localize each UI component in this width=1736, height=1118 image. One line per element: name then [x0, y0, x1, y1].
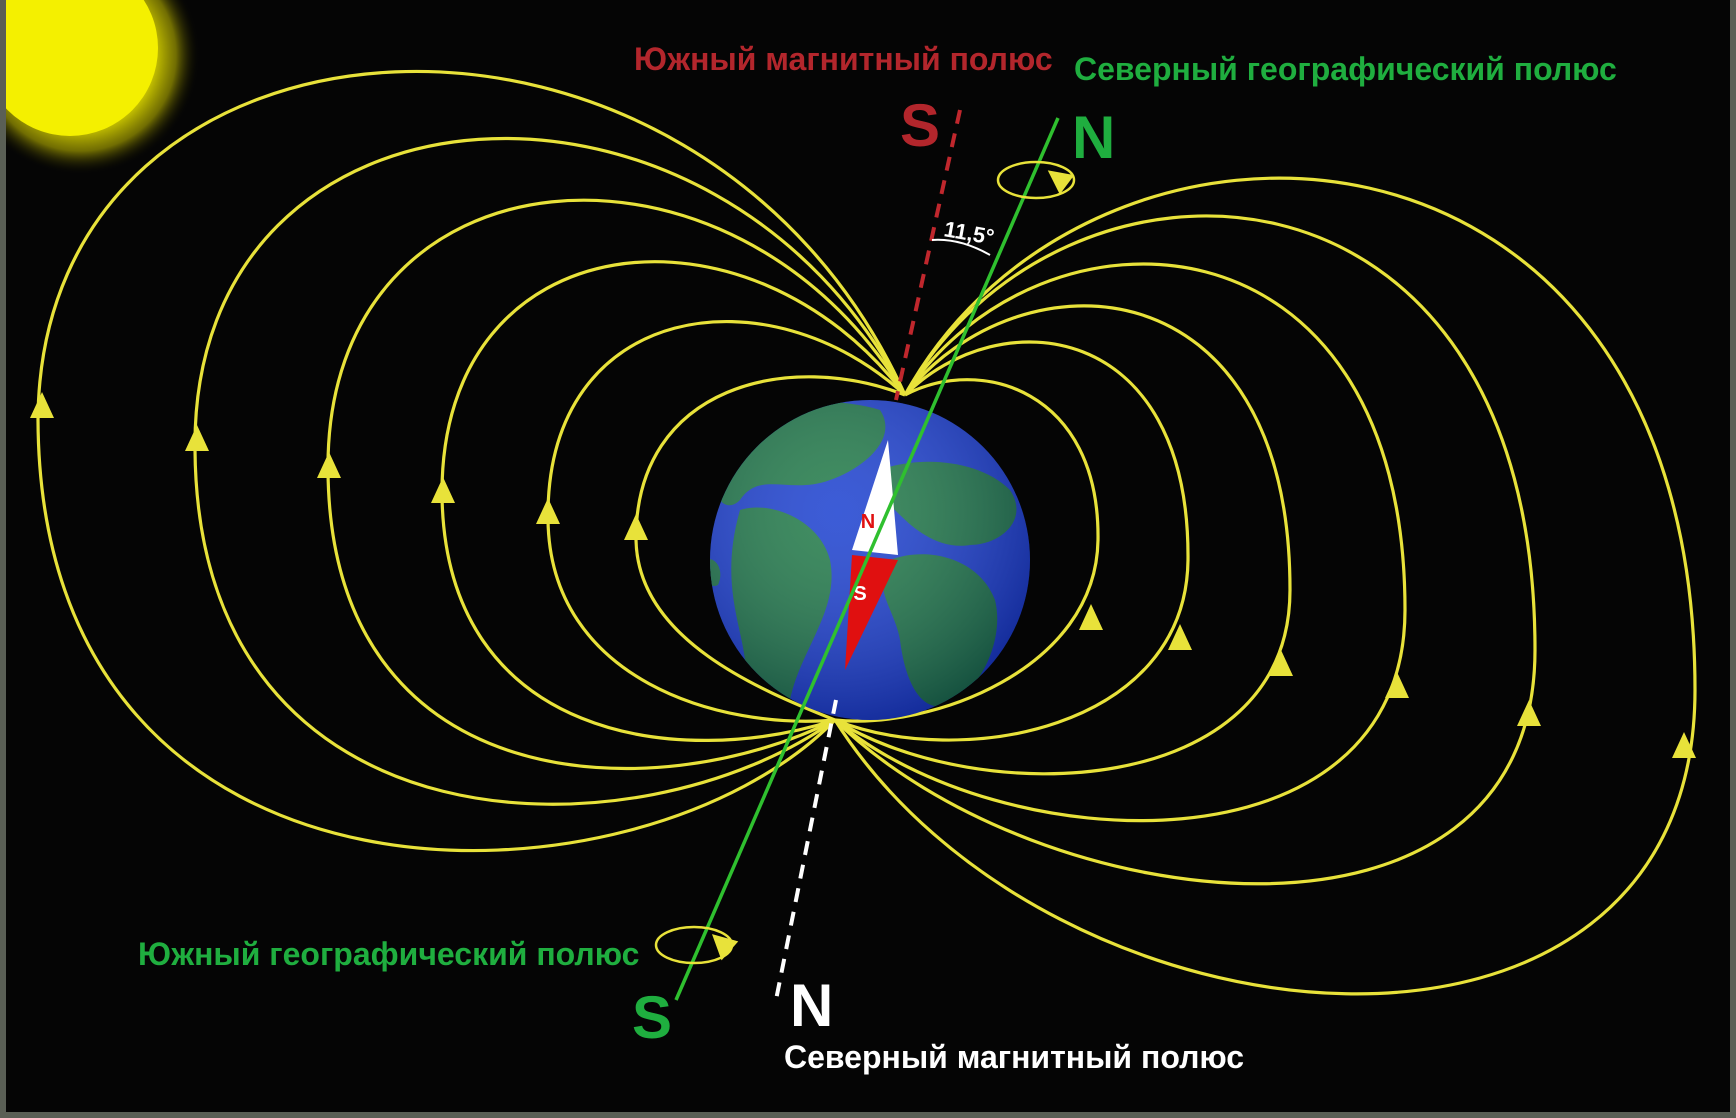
field-line: [834, 340, 1190, 742]
field-line: [833, 214, 1537, 886]
field-direction-arrows: [30, 392, 1696, 758]
south-geographic-pole-label: Южный географический полюс: [138, 936, 639, 972]
angle-arc: [931, 238, 991, 256]
field-line: [833, 262, 1407, 823]
magnetic-axis-bottom: [774, 699, 838, 1001]
north-geographic-pole-label: Северный географический полюс: [1074, 51, 1617, 87]
compass-north-label: N: [861, 511, 875, 533]
field-line: [833, 176, 1697, 996]
arrow-up-icon: [624, 514, 648, 540]
arrow-up-icon: [1168, 624, 1192, 650]
arrow-up-icon: [317, 452, 341, 478]
sun-icon: [0, 0, 200, 200]
arrow-up-icon: [185, 425, 209, 451]
north-magnetic-pole-label: Северный магнитный полюс: [784, 1039, 1244, 1075]
magnetic-axis-top: [894, 109, 962, 401]
arrow-up-icon: [1517, 700, 1541, 726]
arrow-up-icon: [1079, 604, 1103, 630]
bottom-magnetic-pole-letter: N: [790, 972, 833, 1039]
top-geographic-pole-letter: N: [1072, 104, 1115, 171]
field-line: [546, 319, 907, 723]
field-line: [834, 378, 1100, 723]
compass-needle-icon: N S: [845, 440, 898, 670]
compass-north-half: [852, 440, 898, 555]
bottom-geographic-pole-letter: S: [632, 984, 672, 1051]
compass-south-label: S: [853, 583, 866, 605]
field-line: [440, 260, 907, 742]
rotation-arrow-icon: [654, 925, 739, 965]
arrow-up-icon: [1385, 672, 1409, 698]
rotation-arrow-icon: [996, 160, 1076, 200]
arrow-up-icon: [30, 392, 54, 418]
top-magnetic-pole-letter: S: [900, 92, 940, 159]
arrow-up-icon: [431, 477, 455, 503]
arrow-up-icon: [1672, 732, 1696, 758]
field-line: [834, 304, 1292, 776]
compass-south-half: [845, 555, 898, 670]
arrow-up-icon: [536, 498, 560, 524]
south-magnetic-pole-label: Южный магнитный полюс: [634, 41, 1053, 77]
arrow-up-icon: [1269, 650, 1293, 676]
geographic-axis: [674, 117, 1060, 1001]
